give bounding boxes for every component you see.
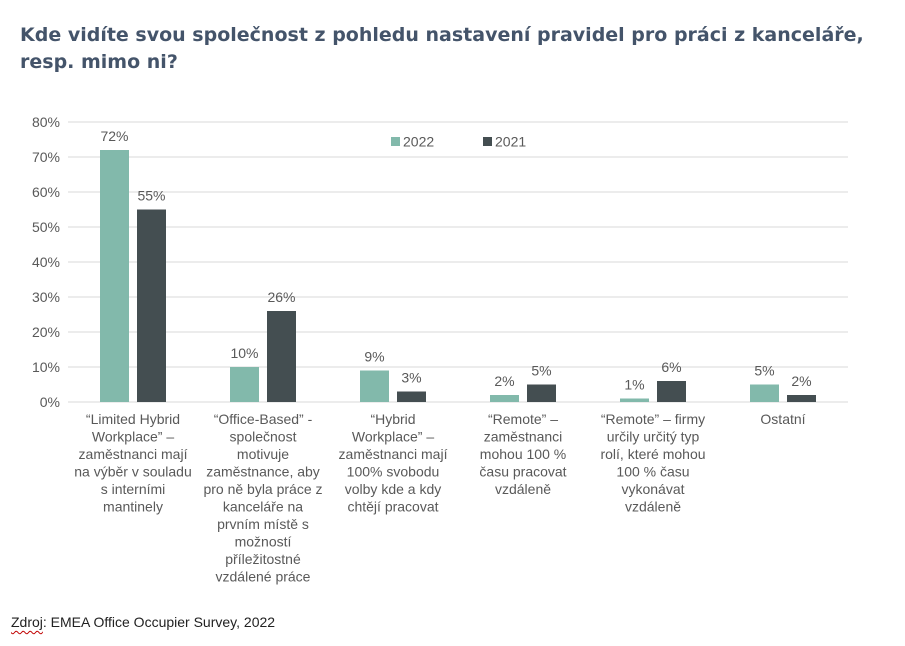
data-label: 55% bbox=[137, 188, 165, 204]
x-category-label: Ostatní bbox=[760, 411, 805, 427]
x-category-line: volby kde a kdy bbox=[345, 481, 442, 497]
x-category-line: zaměstnanci mají bbox=[339, 446, 448, 462]
x-category-line: mantinely bbox=[103, 499, 163, 515]
x-category-line: času pracovat bbox=[479, 464, 566, 480]
x-category-label: “Office-Based” - společnost motivuje zaměst… bbox=[203, 411, 322, 585]
bar-2021 bbox=[527, 384, 556, 402]
x-category-line: vykonávat bbox=[621, 481, 684, 497]
x-category-label: “Hybrid Workplace” – zaměstnanci mají 100% … bbox=[339, 411, 448, 515]
x-category-line: “Limited Hybrid bbox=[86, 411, 180, 427]
x-category-line: zaměstnanci bbox=[484, 429, 563, 445]
x-axis-categories: “Limited Hybrid Workplace” – zaměstnanci m… bbox=[74, 411, 805, 585]
x-category-line: na výběr v souladu bbox=[74, 464, 192, 480]
x-category-line: zaměstnance, aby bbox=[206, 464, 320, 480]
chart-title: Kde vidíte svou společnost z pohledu nas… bbox=[20, 24, 864, 73]
x-category-line: s interními bbox=[101, 481, 166, 497]
y-axis-ticks: 0% 10% 20% 30% 40% 50% 60% 70% 80% bbox=[32, 114, 60, 410]
bar-2021 bbox=[397, 391, 426, 402]
x-category-line: Workplace” – bbox=[352, 429, 434, 445]
legend-swatch-2021 bbox=[483, 137, 492, 146]
x-category-line: Workplace” – bbox=[92, 429, 174, 445]
bar-2022 bbox=[620, 398, 649, 402]
y-tick-label: 10% bbox=[32, 359, 60, 375]
bar-2021 bbox=[267, 311, 296, 402]
bar-2022 bbox=[360, 370, 389, 402]
legend: 2022 2021 bbox=[391, 134, 526, 150]
x-category-line: chtějí pracovat bbox=[347, 499, 438, 515]
x-category-line: určily určitý typ bbox=[607, 429, 700, 445]
data-label: 72% bbox=[100, 128, 128, 144]
data-label: 5% bbox=[754, 363, 774, 379]
bar-2022 bbox=[230, 367, 259, 402]
x-category-line: “Hybrid bbox=[370, 411, 415, 427]
data-label: 2% bbox=[494, 373, 514, 389]
legend-label: 2021 bbox=[495, 134, 526, 150]
y-tick-label: 50% bbox=[32, 219, 60, 235]
y-tick-label: 70% bbox=[32, 149, 60, 165]
bar-2022 bbox=[490, 395, 519, 402]
x-category-line: kanceláře na bbox=[223, 499, 303, 515]
x-category-line: příležitostné bbox=[225, 551, 301, 567]
data-label: 26% bbox=[267, 289, 295, 305]
x-category-line: 100% svobodu bbox=[347, 464, 440, 480]
y-tick-label: 20% bbox=[32, 324, 60, 340]
legend-label: 2022 bbox=[403, 134, 434, 150]
x-category-line: 100 % času bbox=[616, 464, 689, 480]
data-labels: 72% 55% 10% 26% 9% 3% 2% 5% 1% 6% 5% 2% bbox=[100, 128, 811, 393]
y-tick-label: 80% bbox=[32, 114, 60, 130]
x-category-label: “Limited Hybrid Workplace” – zaměstnanci m… bbox=[74, 411, 192, 515]
x-category-line: “Office-Based” - bbox=[214, 411, 313, 427]
source-text: : EMEA Office Occupier Survey, 2022 bbox=[42, 614, 276, 630]
source-label: Zdroj bbox=[11, 614, 43, 630]
x-category-label: “Remote” – firmy určily určitý typ rolí, k… bbox=[600, 411, 705, 515]
x-category-line: možností bbox=[235, 534, 292, 550]
x-category-line: prvním místě s bbox=[217, 516, 309, 532]
x-category-line: pro ně byla práce z bbox=[203, 481, 322, 497]
bars bbox=[100, 150, 816, 402]
x-category-line: vzdáleně bbox=[495, 481, 551, 497]
x-category-line: mohou 100 % bbox=[480, 446, 566, 462]
x-category-line: “Remote” – firmy bbox=[601, 411, 705, 427]
data-label: 1% bbox=[624, 377, 644, 393]
x-category-line: zaměstnanci mají bbox=[79, 446, 188, 462]
source-note: Zdroj: EMEA Office Occupier Survey, 2022 bbox=[11, 614, 275, 630]
x-category-line: vzdáleně bbox=[625, 499, 681, 515]
bar-2021 bbox=[137, 209, 166, 402]
gridlines bbox=[68, 121, 848, 403]
data-label: 5% bbox=[531, 363, 551, 379]
y-tick-label: 30% bbox=[32, 289, 60, 305]
x-category-label: “Remote” – zaměstnanci mohou 100 % času pra… bbox=[479, 411, 566, 497]
x-category-line: “Remote” – bbox=[488, 411, 558, 427]
x-category-line: vzdálené práce bbox=[216, 569, 311, 585]
data-label: 10% bbox=[230, 345, 258, 361]
x-category-line: společnost bbox=[230, 429, 297, 445]
y-tick-label: 0% bbox=[40, 394, 60, 410]
x-category-line: motivuje bbox=[237, 446, 289, 462]
bar-2022 bbox=[750, 384, 779, 402]
data-label: 6% bbox=[661, 359, 681, 375]
x-category-line: Ostatní bbox=[760, 411, 805, 427]
x-category-line: rolí, které mohou bbox=[600, 446, 705, 462]
bar-2021 bbox=[787, 395, 816, 402]
data-label: 3% bbox=[401, 370, 421, 386]
bar-2022 bbox=[100, 150, 129, 402]
bar-2021 bbox=[657, 381, 686, 402]
data-label: 9% bbox=[364, 349, 384, 365]
y-tick-label: 40% bbox=[32, 254, 60, 270]
y-tick-label: 60% bbox=[32, 184, 60, 200]
legend-swatch-2022 bbox=[391, 137, 400, 146]
data-label: 2% bbox=[791, 373, 811, 389]
